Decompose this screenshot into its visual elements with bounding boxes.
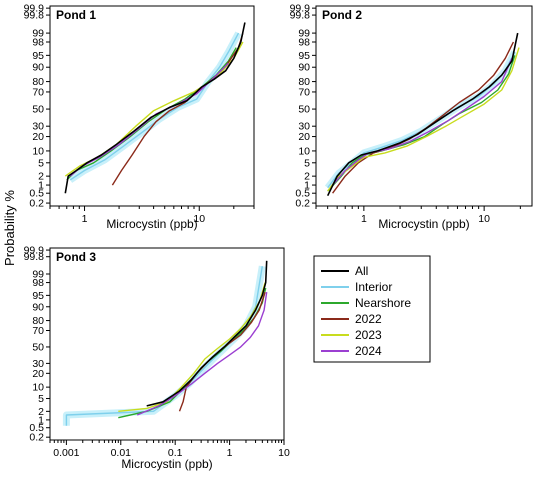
y-tick-label: 99.8 [24,251,45,263]
panel-pond-3: Pond 30.20.51251020305070809095989999.89… [24,245,290,471]
y-tick-label: 0.5 [295,188,310,200]
legend-label-2023: 2023 [355,328,382,342]
y-tick-label: 80 [298,76,310,88]
x-axis-label: Microcystin (ppb) [378,217,469,231]
y-tick-label: 0.5 [29,422,44,434]
plot-frame [315,5,533,207]
series-line-all [326,32,519,197]
x-tick-label: 1 [227,447,233,459]
series-line-all [64,22,246,194]
y-tick-label: 90 [32,301,44,313]
legend-label-interior: Interior [355,280,392,294]
y-tick-label: 30 [32,358,44,370]
figure-ylabel: Probability % [2,190,17,266]
series-line-nearshore [327,55,516,192]
y-tick-label: 5 [38,393,44,405]
y-tick-label: 30 [32,121,44,133]
x-tick-label: 1 [82,213,88,225]
plot-frame [49,247,285,441]
series-lines [64,22,246,194]
panel-pond-2: Pond 20.20.51251020305070809095989999.89… [290,3,533,231]
y-tick-label: 1 [38,180,44,192]
y-tick-label: 50 [298,104,310,116]
y-tick-label: 99.8 [24,10,45,22]
y-tick-label: 99.9 [24,245,45,257]
y-tick-label: 10 [32,382,44,394]
y-tick-label: 2 [38,171,44,183]
y-tick-label: 90 [298,62,310,74]
y-tick-label: 99.9 [290,3,311,15]
series-line-interior [69,32,240,181]
y-tick-label: 99.8 [290,10,311,22]
legend: All Interior Nearshore 2022 2023 2024 [313,255,431,363]
series-line-all [146,260,268,407]
y-tick-label: 30 [298,121,310,133]
y-tick-label: 1 [304,180,310,192]
y-tick-label: 10 [32,145,44,157]
x-tick-label: 0.1 [168,447,183,459]
y-tick-label: 20 [32,368,44,380]
x-tick-label: 10 [478,213,490,225]
y-tick-label: 70 [32,325,44,337]
legend-label-nearshore: Nearshore [355,296,411,310]
y-tick-label: 1 [38,414,44,426]
y-tick-label: 99 [32,28,44,40]
y-tick-label: 98 [32,36,44,48]
y-tick-label: 80 [32,315,44,327]
panel-title: Pond 3 [56,250,96,264]
y-tick-label: 98 [298,36,310,48]
y-tick-label: 99 [298,28,310,40]
y-tick-label: 10 [298,145,310,157]
y-tick-label: 20 [32,131,44,143]
y-tick-label: 5 [304,157,310,169]
x-tick-label: 10 [193,213,205,225]
y-tick-label: 90 [32,62,44,74]
y-tick-label: 50 [32,341,44,353]
y-tick-label: 2 [38,406,44,418]
y-tick-label: 80 [32,76,44,88]
series-lines [324,32,520,197]
y-tick-label: 50 [32,104,44,116]
x-axis-label: Microcystin (ppb) [106,217,197,231]
y-tick-label: 99.9 [24,3,45,15]
panel-title: Pond 1 [56,8,96,22]
y-tick-label: 5 [38,157,44,169]
y-tick-label: 70 [32,86,44,98]
y-tick-label: 95 [32,290,44,302]
y-tick-label: 0.5 [29,188,44,200]
series-line-2024 [332,58,513,186]
legend-label-2022: 2022 [355,312,382,326]
x-axis-label: Microcystin (ppb) [121,457,212,471]
series-lines [62,260,268,426]
y-tick-label: 95 [298,50,310,62]
y-tick-label: 98 [32,277,44,289]
x-tick-label: 1 [361,213,367,225]
x-tick-label: 0.001 [53,447,79,459]
y-tick-label: 70 [298,86,310,98]
y-tick-label: 0.2 [295,198,310,210]
y-tick-label: 20 [298,131,310,143]
legend-label-all: All [355,264,368,278]
legend-box [313,255,431,363]
panel-pond-1: Pond 10.20.51251020305070809095989999.89… [24,3,255,231]
y-tick-label: 95 [32,50,44,62]
series-line-2022 [111,32,244,186]
x-tick-label: 10 [278,447,290,459]
legend-label-2024: 2024 [355,344,382,358]
y-tick-label: 2 [304,171,310,183]
panel-title: Pond 2 [322,8,362,22]
y-tick-label: 99 [32,269,44,281]
y-tick-label: 0.2 [29,432,44,444]
x-tick-label: 0.01 [111,447,132,459]
y-tick-label: 0.2 [29,198,44,210]
series-line-2023 [327,47,520,192]
series-line-2024 [136,291,268,416]
